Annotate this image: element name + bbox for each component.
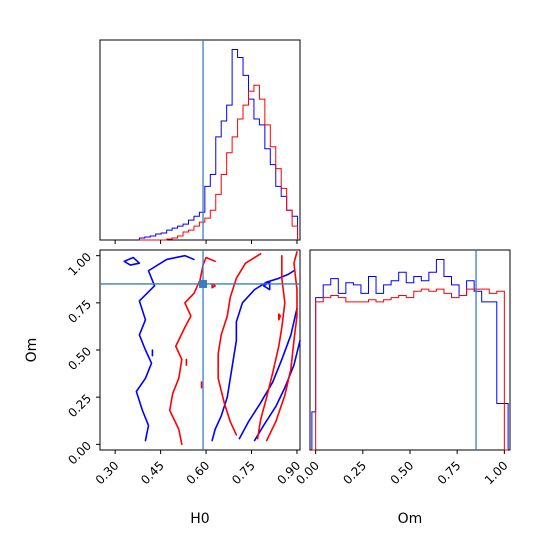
y-axis-label-om: Om	[24, 338, 40, 363]
om-red-histogram	[311, 288, 509, 451]
contour-blue-1	[211, 269, 295, 442]
contour-blue-3	[253, 339, 301, 442]
contour-red-14	[277, 313, 282, 321]
h0-histograms	[138, 49, 299, 241]
h0-red-histogram	[139, 84, 299, 241]
contour-blue-4	[123, 256, 141, 266]
contour-red-7	[168, 256, 216, 446]
h0-x-tick-label: 0.75	[229, 458, 258, 487]
om-y-tick-label: 1.00	[65, 250, 94, 279]
om-blue-histogram	[311, 259, 509, 450]
x-axis-label-om: Om	[398, 511, 423, 527]
om-x-tick-label: 0.75	[435, 458, 464, 487]
om-y-tick-label: 0.75	[65, 297, 94, 326]
contour-red-13	[211, 283, 216, 289]
contour-red-10	[265, 251, 298, 442]
contour-red-9	[256, 254, 286, 440]
truth-point	[199, 279, 208, 288]
x-axis-label-h0: H0	[190, 511, 209, 527]
om-x-tick-label: 1.00	[482, 458, 511, 487]
h0-x-tick-label: 0.45	[138, 458, 167, 487]
om-y-tick-label: 0.50	[65, 344, 94, 373]
om-y-tick-label: 0.25	[65, 391, 94, 420]
om-x-tick-label: 0.50	[388, 458, 417, 487]
om-histograms	[311, 259, 509, 451]
h0-x-tick-label: 0.30	[93, 458, 122, 487]
contour-blue-0	[135, 254, 195, 442]
truth-markers	[100, 40, 477, 450]
om-marginal-panel	[309, 249, 511, 451]
contour-red-8	[217, 252, 262, 436]
h0-blue-histogram	[138, 49, 299, 240]
h0-x-tick-label: 0.60	[184, 458, 213, 487]
om-x-tick-label: 0.25	[340, 458, 369, 487]
contour-blue-2	[238, 307, 298, 440]
contour-lines	[123, 251, 301, 446]
om-y-tick-label: 0.00	[65, 439, 94, 468]
h0-marginal-panel	[99, 39, 301, 241]
